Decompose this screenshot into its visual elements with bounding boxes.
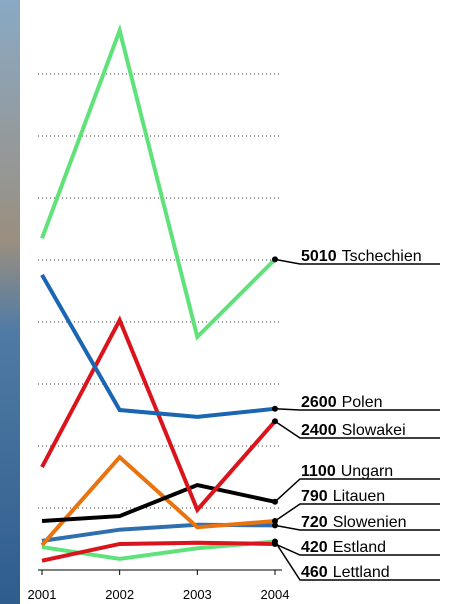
end-value: 2600 bbox=[301, 394, 337, 411]
end-label-text: 2400 Slowakei bbox=[301, 422, 406, 439]
end-value: 720 bbox=[301, 514, 328, 531]
end-label: 720 Slowenien bbox=[272, 514, 440, 531]
series-name: Polen bbox=[342, 394, 383, 411]
end-label-text: 1100 Ungarn bbox=[301, 463, 393, 480]
end-label-text: 420 Estland bbox=[301, 539, 386, 556]
end-value: 420 bbox=[301, 539, 328, 556]
x-tick-label: 2003 bbox=[183, 587, 212, 602]
series-name: Tschechien bbox=[342, 248, 422, 265]
end-label-text: 720 Slowenien bbox=[301, 514, 407, 531]
x-tick-label: 2004 bbox=[261, 587, 290, 602]
end-label-text: 460 Lettland bbox=[301, 564, 390, 581]
end-dot bbox=[272, 499, 278, 505]
background-photo bbox=[0, 0, 20, 604]
end-label: 5010 Tschechien bbox=[272, 248, 440, 265]
end-label: 420 Estland bbox=[272, 539, 440, 556]
data-line bbox=[42, 525, 275, 541]
end-value: 2400 bbox=[301, 422, 337, 439]
series-name: Slowakei bbox=[342, 422, 406, 439]
end-label: 2600 Polen bbox=[272, 394, 440, 412]
series-name: Estland bbox=[333, 539, 386, 556]
data-line bbox=[42, 31, 275, 337]
end-dot bbox=[272, 418, 278, 424]
x-tick-label: 2002 bbox=[105, 587, 134, 602]
end-dot bbox=[272, 406, 278, 412]
x-tick-label: 2001 bbox=[28, 587, 57, 602]
end-value: 5010 bbox=[301, 248, 337, 265]
end-label-text: 790 Litauen bbox=[301, 488, 385, 505]
end-dot bbox=[272, 522, 278, 528]
end-dot bbox=[272, 256, 278, 262]
end-label-text: 2600 Polen bbox=[301, 394, 383, 411]
series-name: Slowenien bbox=[333, 514, 407, 531]
chart: 20012002200320045010Tschechien2600Polen2… bbox=[0, 0, 457, 604]
end-label-text: 5010 Tschechien bbox=[301, 248, 422, 265]
end-dot bbox=[272, 538, 278, 544]
end-value: 1100 bbox=[301, 463, 336, 480]
series-name: Ungarn bbox=[341, 463, 393, 480]
end-value: 460 bbox=[301, 564, 328, 581]
series-name: Litauen bbox=[333, 488, 386, 505]
series-name: Lettland bbox=[333, 564, 390, 581]
end-value: 790 bbox=[301, 488, 328, 505]
end-label: 2400 Slowakei bbox=[272, 418, 440, 439]
